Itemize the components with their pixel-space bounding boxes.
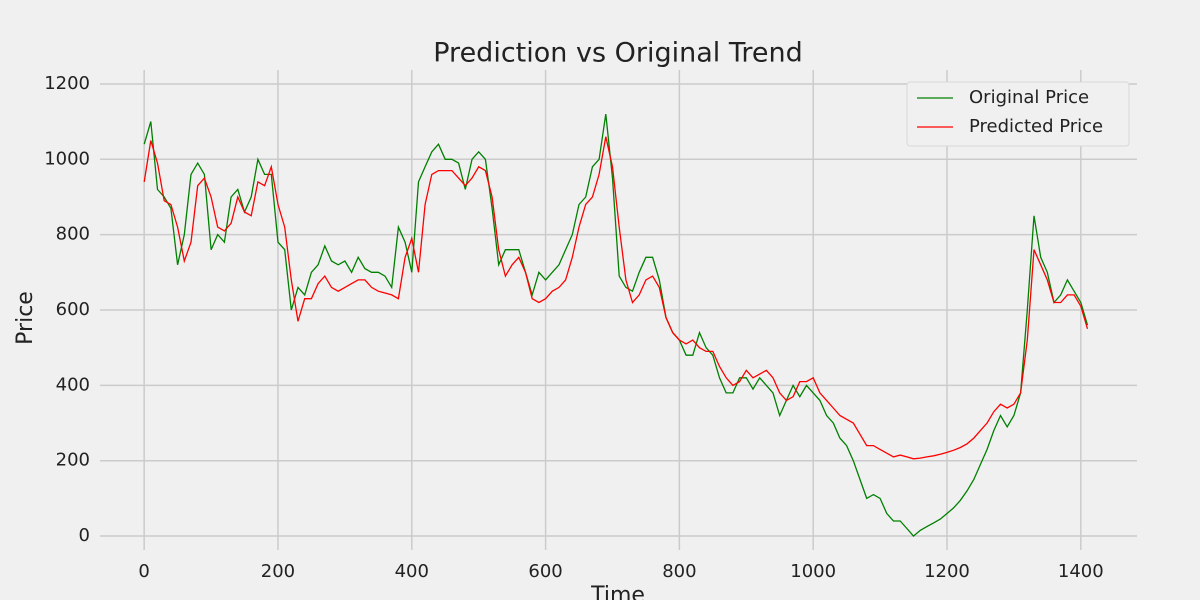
legend-box bbox=[906, 81, 1130, 147]
y-tick-label: 1000 bbox=[44, 148, 90, 169]
x-tick-label: 800 bbox=[662, 561, 696, 582]
legend: Original Price Predicted Price bbox=[906, 81, 1130, 147]
y-tick-label: 1200 bbox=[44, 73, 90, 94]
x-tick-label: 200 bbox=[261, 561, 295, 582]
legend-label: Predicted Price bbox=[969, 116, 1103, 137]
x-tick-label: 1200 bbox=[924, 561, 970, 582]
y-axis-label: Price bbox=[13, 291, 38, 345]
y-tick-label: 0 bbox=[79, 525, 90, 546]
y-tick-label: 800 bbox=[56, 224, 90, 245]
x-tick-label: 1000 bbox=[790, 561, 836, 582]
x-tick-label: 400 bbox=[395, 561, 429, 582]
x-tick-label: 600 bbox=[528, 561, 562, 582]
data-line bbox=[143, 114, 1089, 538]
y-tick-label: 200 bbox=[56, 450, 90, 471]
legend-label: Original Price bbox=[969, 87, 1089, 108]
x-tick-label: 0 bbox=[138, 561, 149, 582]
chart-title: Prediction vs Original Trend bbox=[433, 38, 802, 69]
data-line bbox=[143, 136, 1089, 460]
x-axis-label: Time bbox=[590, 583, 645, 600]
y-tick-label: 600 bbox=[56, 299, 90, 320]
x-tick-label: 1400 bbox=[1058, 561, 1104, 582]
y-tick-label: 400 bbox=[56, 374, 90, 395]
